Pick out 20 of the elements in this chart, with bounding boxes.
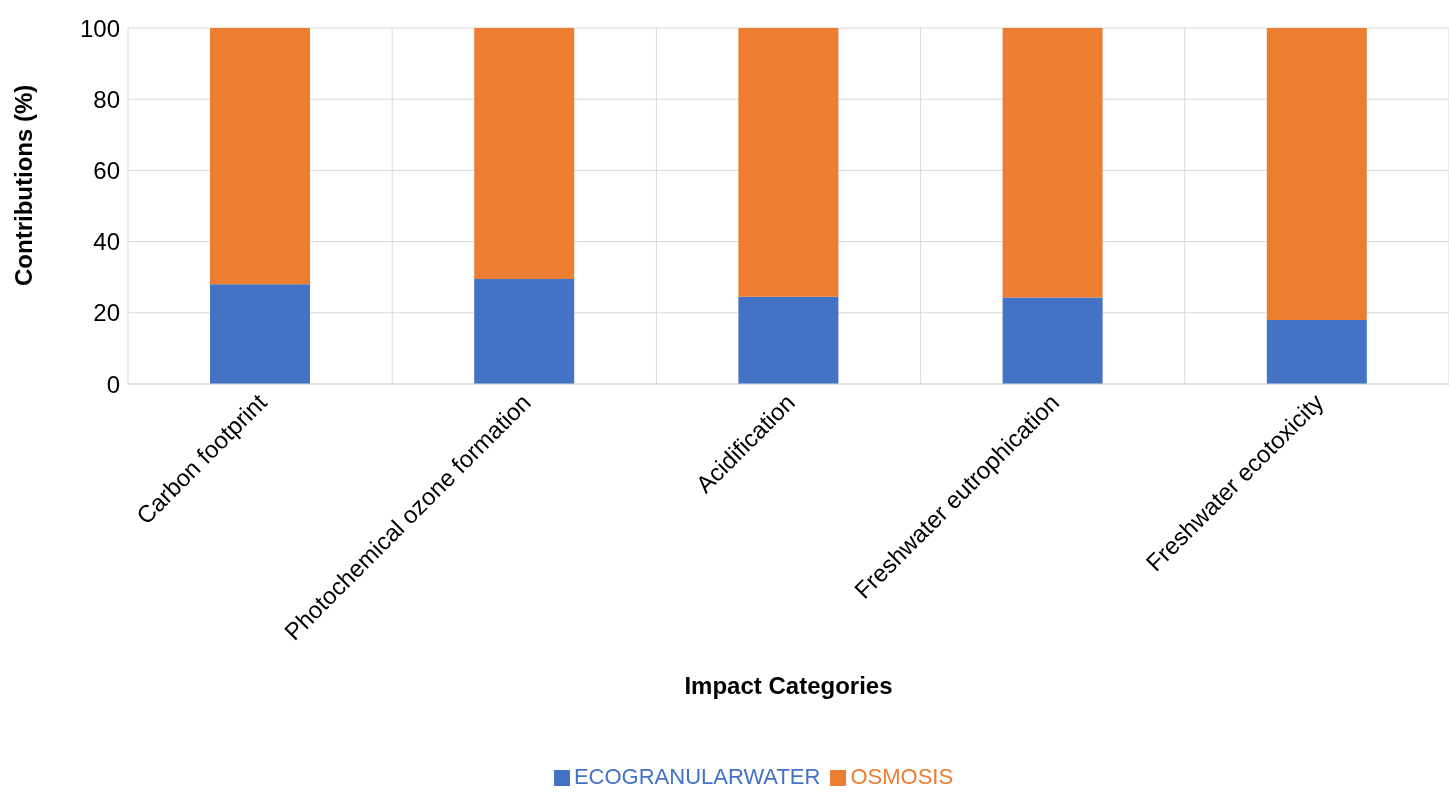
bar [210, 284, 310, 384]
y-tick-label: 0 [106, 370, 120, 398]
bar [1002, 28, 1103, 298]
bar [1002, 297, 1103, 384]
bar [474, 28, 575, 279]
y-tick-label: 20 [93, 299, 120, 327]
y-tick-label: 60 [93, 156, 120, 184]
y-tick-label: 40 [93, 228, 120, 256]
y-axis-title: Contributions (%) [9, 84, 37, 286]
legend-label: OSMOSIS [850, 764, 954, 789]
bar [1266, 319, 1367, 384]
y-tick-label: 80 [93, 85, 120, 113]
y-tick-label: 100 [79, 14, 120, 42]
bar [738, 28, 839, 297]
legend-label: ECOGRANULARWATER [573, 764, 821, 789]
bar [738, 296, 839, 384]
bar [1266, 28, 1367, 320]
bar [210, 28, 310, 285]
bar [474, 278, 575, 384]
x-axis-title: Impact Categories [684, 672, 893, 699]
